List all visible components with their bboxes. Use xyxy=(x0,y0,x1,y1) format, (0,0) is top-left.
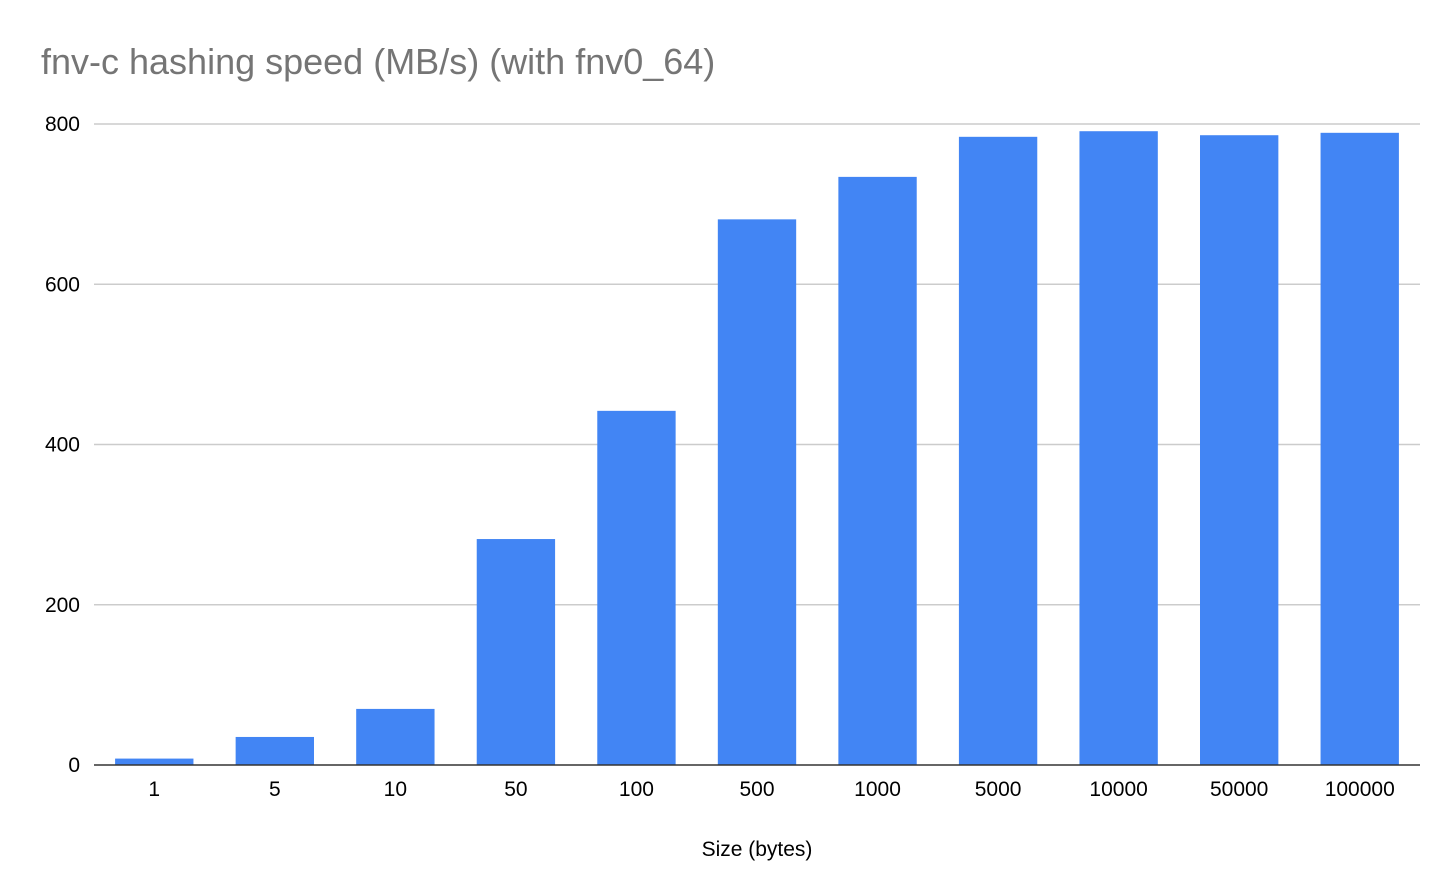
bar-1 xyxy=(115,758,194,765)
x-tick-label: 100 xyxy=(619,778,654,801)
bar-50 xyxy=(476,539,556,765)
y-tick-label: 600 xyxy=(45,273,80,296)
chart-title: fnv-c hashing speed (MB/s) (with fnv0_64… xyxy=(41,41,715,82)
y-tick-label: 0 xyxy=(68,754,80,777)
x-tick-label: 50 xyxy=(504,778,527,801)
bar-5 xyxy=(235,736,314,765)
bar-500 xyxy=(717,219,797,765)
x-tick-label: 10 xyxy=(384,778,407,801)
y-tick-label: 200 xyxy=(45,594,80,617)
bar-10 xyxy=(356,708,435,765)
bar-50000 xyxy=(1200,135,1279,765)
bar-100 xyxy=(597,410,676,765)
bar-10000 xyxy=(1079,131,1158,765)
bars xyxy=(115,131,1399,766)
x-tick-label: 1 xyxy=(148,778,160,801)
bar-5000 xyxy=(958,136,1038,765)
x-axis-label: Size (bytes) xyxy=(702,838,813,861)
x-tick-label: 1000 xyxy=(854,778,901,801)
x-tick-label: 5000 xyxy=(975,778,1022,801)
y-tick-labels: 0 200 400 600 800 xyxy=(45,113,80,777)
bar-100000 xyxy=(1320,132,1399,766)
x-tick-label: 50000 xyxy=(1210,778,1268,801)
y-tick-label: 400 xyxy=(45,434,80,457)
x-tick-label: 500 xyxy=(739,778,774,801)
x-tick-label: 100000 xyxy=(1325,778,1395,801)
y-tick-label: 800 xyxy=(45,113,80,136)
x-tick-label: 10000 xyxy=(1089,778,1147,801)
bar-1000 xyxy=(838,176,917,765)
x-tick-label: 5 xyxy=(269,778,281,801)
x-tick-labels: 1 5 10 50 100 500 1000 5000 10000 50000 100000 xyxy=(148,778,1394,801)
